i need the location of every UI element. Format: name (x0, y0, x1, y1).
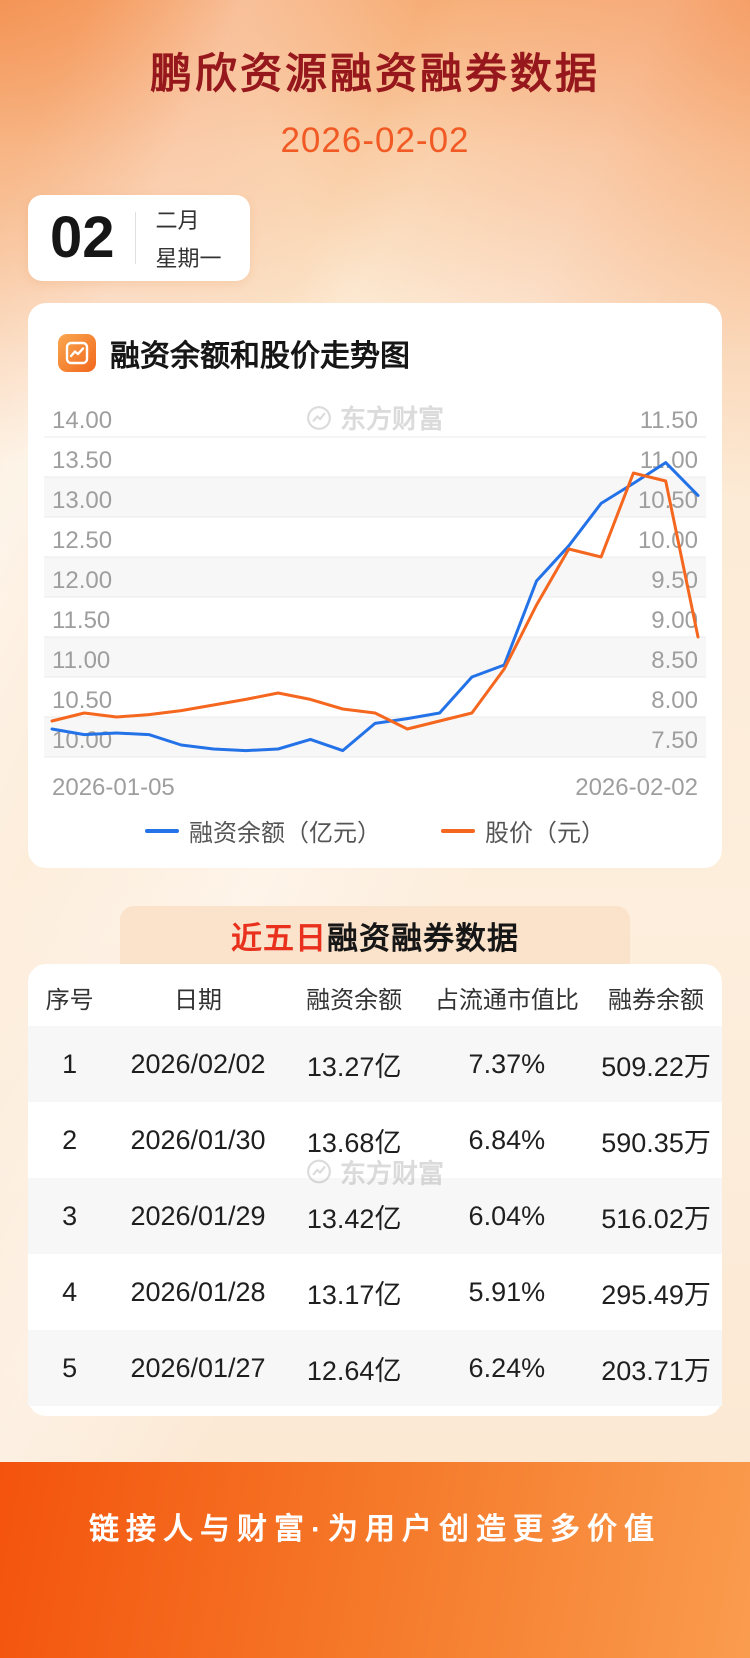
table-row: 5 2026/01/27 12.64亿 6.24% 203.71万 (28, 1330, 722, 1406)
column-header: 融券余额 (608, 986, 705, 1014)
table-cell: 4 (62, 1276, 78, 1307)
date-card-divider (134, 212, 136, 264)
left-axis-tick: 11.00 (52, 647, 110, 674)
table-cell: 2026/01/29 (130, 1200, 266, 1231)
grid-band (44, 557, 706, 597)
grid-band (44, 637, 706, 677)
series-line-stock-price (50, 471, 700, 731)
table-row: 2 2026/01/30 13.68亿 6.84% 590.35万 (28, 1102, 722, 1178)
table-cell: 5.91% (468, 1276, 546, 1307)
date-month: 二月 (155, 208, 200, 233)
table-cell: 3 (62, 1200, 78, 1231)
trend-chart: 14.00 13.50 13.00 12.50 12.00 11.50 11.00 10.50… (44, 404, 706, 803)
right-axis-tick: 8.00 (651, 687, 698, 714)
table-cell: 2 (62, 1124, 78, 1155)
table-cell: 6.24% (468, 1352, 546, 1383)
table-title-rest: 融资融券数据 (327, 920, 519, 956)
right-axis-tick: 11.50 (640, 407, 698, 434)
right-axis-tick: 9.00 (651, 607, 698, 634)
table-cell: 2026/01/28 (130, 1276, 266, 1307)
table-cell: 2026/01/30 (130, 1124, 266, 1155)
table-cell: 13.68亿 (306, 1127, 402, 1158)
table-row: 3 2026/01/29 13.42亿 6.04% 516.02万 (28, 1178, 722, 1254)
chart-legend: 融资余额（亿元） 股价（元） (44, 813, 706, 848)
legend-label: 股价（元） (485, 820, 605, 847)
trend-chart-icon (58, 334, 96, 372)
table-row: 1 2026/02/02 13.27亿 7.37% 509.22万 (28, 1026, 722, 1102)
table-cell: 509.22万 (601, 1051, 711, 1082)
table-cell: 13.27亿 (306, 1051, 402, 1082)
margin-data-table: 序号 日期 融资余额 占流通市值比 融券余额 1 2026/02/02 13.27亿 7.37… (28, 968, 722, 1406)
grid-band (44, 477, 706, 517)
series-line-margin-balance (50, 461, 700, 753)
table-cell: 2026/02/02 (130, 1048, 266, 1079)
table-cell: 5 (62, 1352, 78, 1383)
legend-item: 股价（元） (441, 813, 605, 848)
table-cell: 6.84% (468, 1124, 546, 1155)
left-axis-tick: 10.50 (52, 687, 112, 714)
trend-chart-canvas: 14.00 13.50 13.00 12.50 12.00 11.50 11.00 10.50… (44, 407, 706, 801)
table-cell: 12.64亿 (306, 1355, 402, 1386)
column-header: 日期 (174, 986, 223, 1014)
right-axis-tick: 10.00 (638, 527, 698, 554)
date-weekday: 星期一 (155, 246, 222, 271)
chart-section-title: 融资余额和股价走势图 (110, 340, 410, 373)
table-cell: 7.37% (468, 1048, 546, 1079)
column-header: 融资余额 (306, 986, 403, 1014)
table-title-highlight: 近五日 (231, 920, 327, 956)
chart-card: 融资余额和股价走势图 14.00 13.50 13.00 12.50 12.00 11.5… (28, 303, 722, 868)
footer-slogan: 链接人与财富·为用户创造更多价值 (89, 1513, 661, 1546)
left-axis-tick: 12.50 (52, 527, 112, 554)
date-card: 02 二月 星期一 (28, 195, 250, 281)
table-cell: 516.02万 (601, 1203, 711, 1234)
table-cell: 295.49万 (601, 1279, 711, 1310)
header-date: 2026-02-02 (280, 121, 470, 160)
table-cell: 203.71万 (601, 1355, 711, 1386)
table-cell: 2026/01/27 (130, 1352, 266, 1383)
date-day: 02 (50, 205, 115, 270)
table-header-row: 序号 日期 融资余额 占流通市值比 融券余额 (28, 968, 722, 1026)
left-axis-tick: 13.50 (52, 447, 112, 474)
page-title: 鹏欣资源融资融券数据 (149, 50, 600, 97)
table-cell: 13.42亿 (306, 1203, 402, 1234)
table-title: 近五日 融资融券数据 (120, 906, 630, 964)
legend-item: 融资余额（亿元） (145, 813, 381, 848)
data-table-card: 序号 日期 融资余额 占流通市值比 融券余额 1 2026/02/02 13.27亿 7.37… (28, 964, 722, 1416)
table-cell: 590.35万 (601, 1127, 711, 1158)
table-cell: 13.17亿 (306, 1279, 402, 1310)
legend-label: 融资余额（亿元） (189, 820, 381, 847)
column-header: 占流通市值比 (434, 986, 579, 1014)
right-axis-tick: 7.50 (651, 727, 698, 754)
x-axis-label-end: 2026-02-02 (575, 774, 698, 801)
x-axis-label-start: 2026-01-05 (52, 774, 175, 801)
footer: 链接人与财富·为用户创造更多价值 (0, 1462, 750, 1658)
right-axis-tick: 9.50 (651, 567, 698, 594)
legend-swatch (441, 828, 475, 833)
left-axis-tick: 14.00 (52, 407, 112, 434)
table-row: 4 2026/01/28 13.17亿 5.91% 295.49万 (28, 1254, 722, 1330)
header: 鹏欣资源融资融券数据 2026-02-02 (0, 0, 750, 161)
chart-section-header: 融资余额和股价走势图 (44, 331, 706, 375)
table-cell: 1 (62, 1048, 78, 1079)
legend-swatch (145, 828, 179, 833)
table-body: 1 2026/02/02 13.27亿 7.37% 509.22万 2 2026/01/30… (28, 1026, 722, 1406)
column-header: 序号 (45, 986, 94, 1014)
table-cell: 6.04% (468, 1200, 546, 1231)
table-section: 近五日 融资融券数据 序号 日期 融资余额 占流通市值比 融券余额 1 2026/02/02… (0, 906, 750, 1416)
right-axis-tick: 11.00 (640, 447, 698, 474)
left-axis-tick: 12.00 (52, 567, 112, 594)
left-axis-tick: 13.00 (52, 487, 112, 514)
right-axis-tick: 8.50 (651, 647, 698, 674)
left-axis-tick: 11.50 (52, 607, 110, 634)
